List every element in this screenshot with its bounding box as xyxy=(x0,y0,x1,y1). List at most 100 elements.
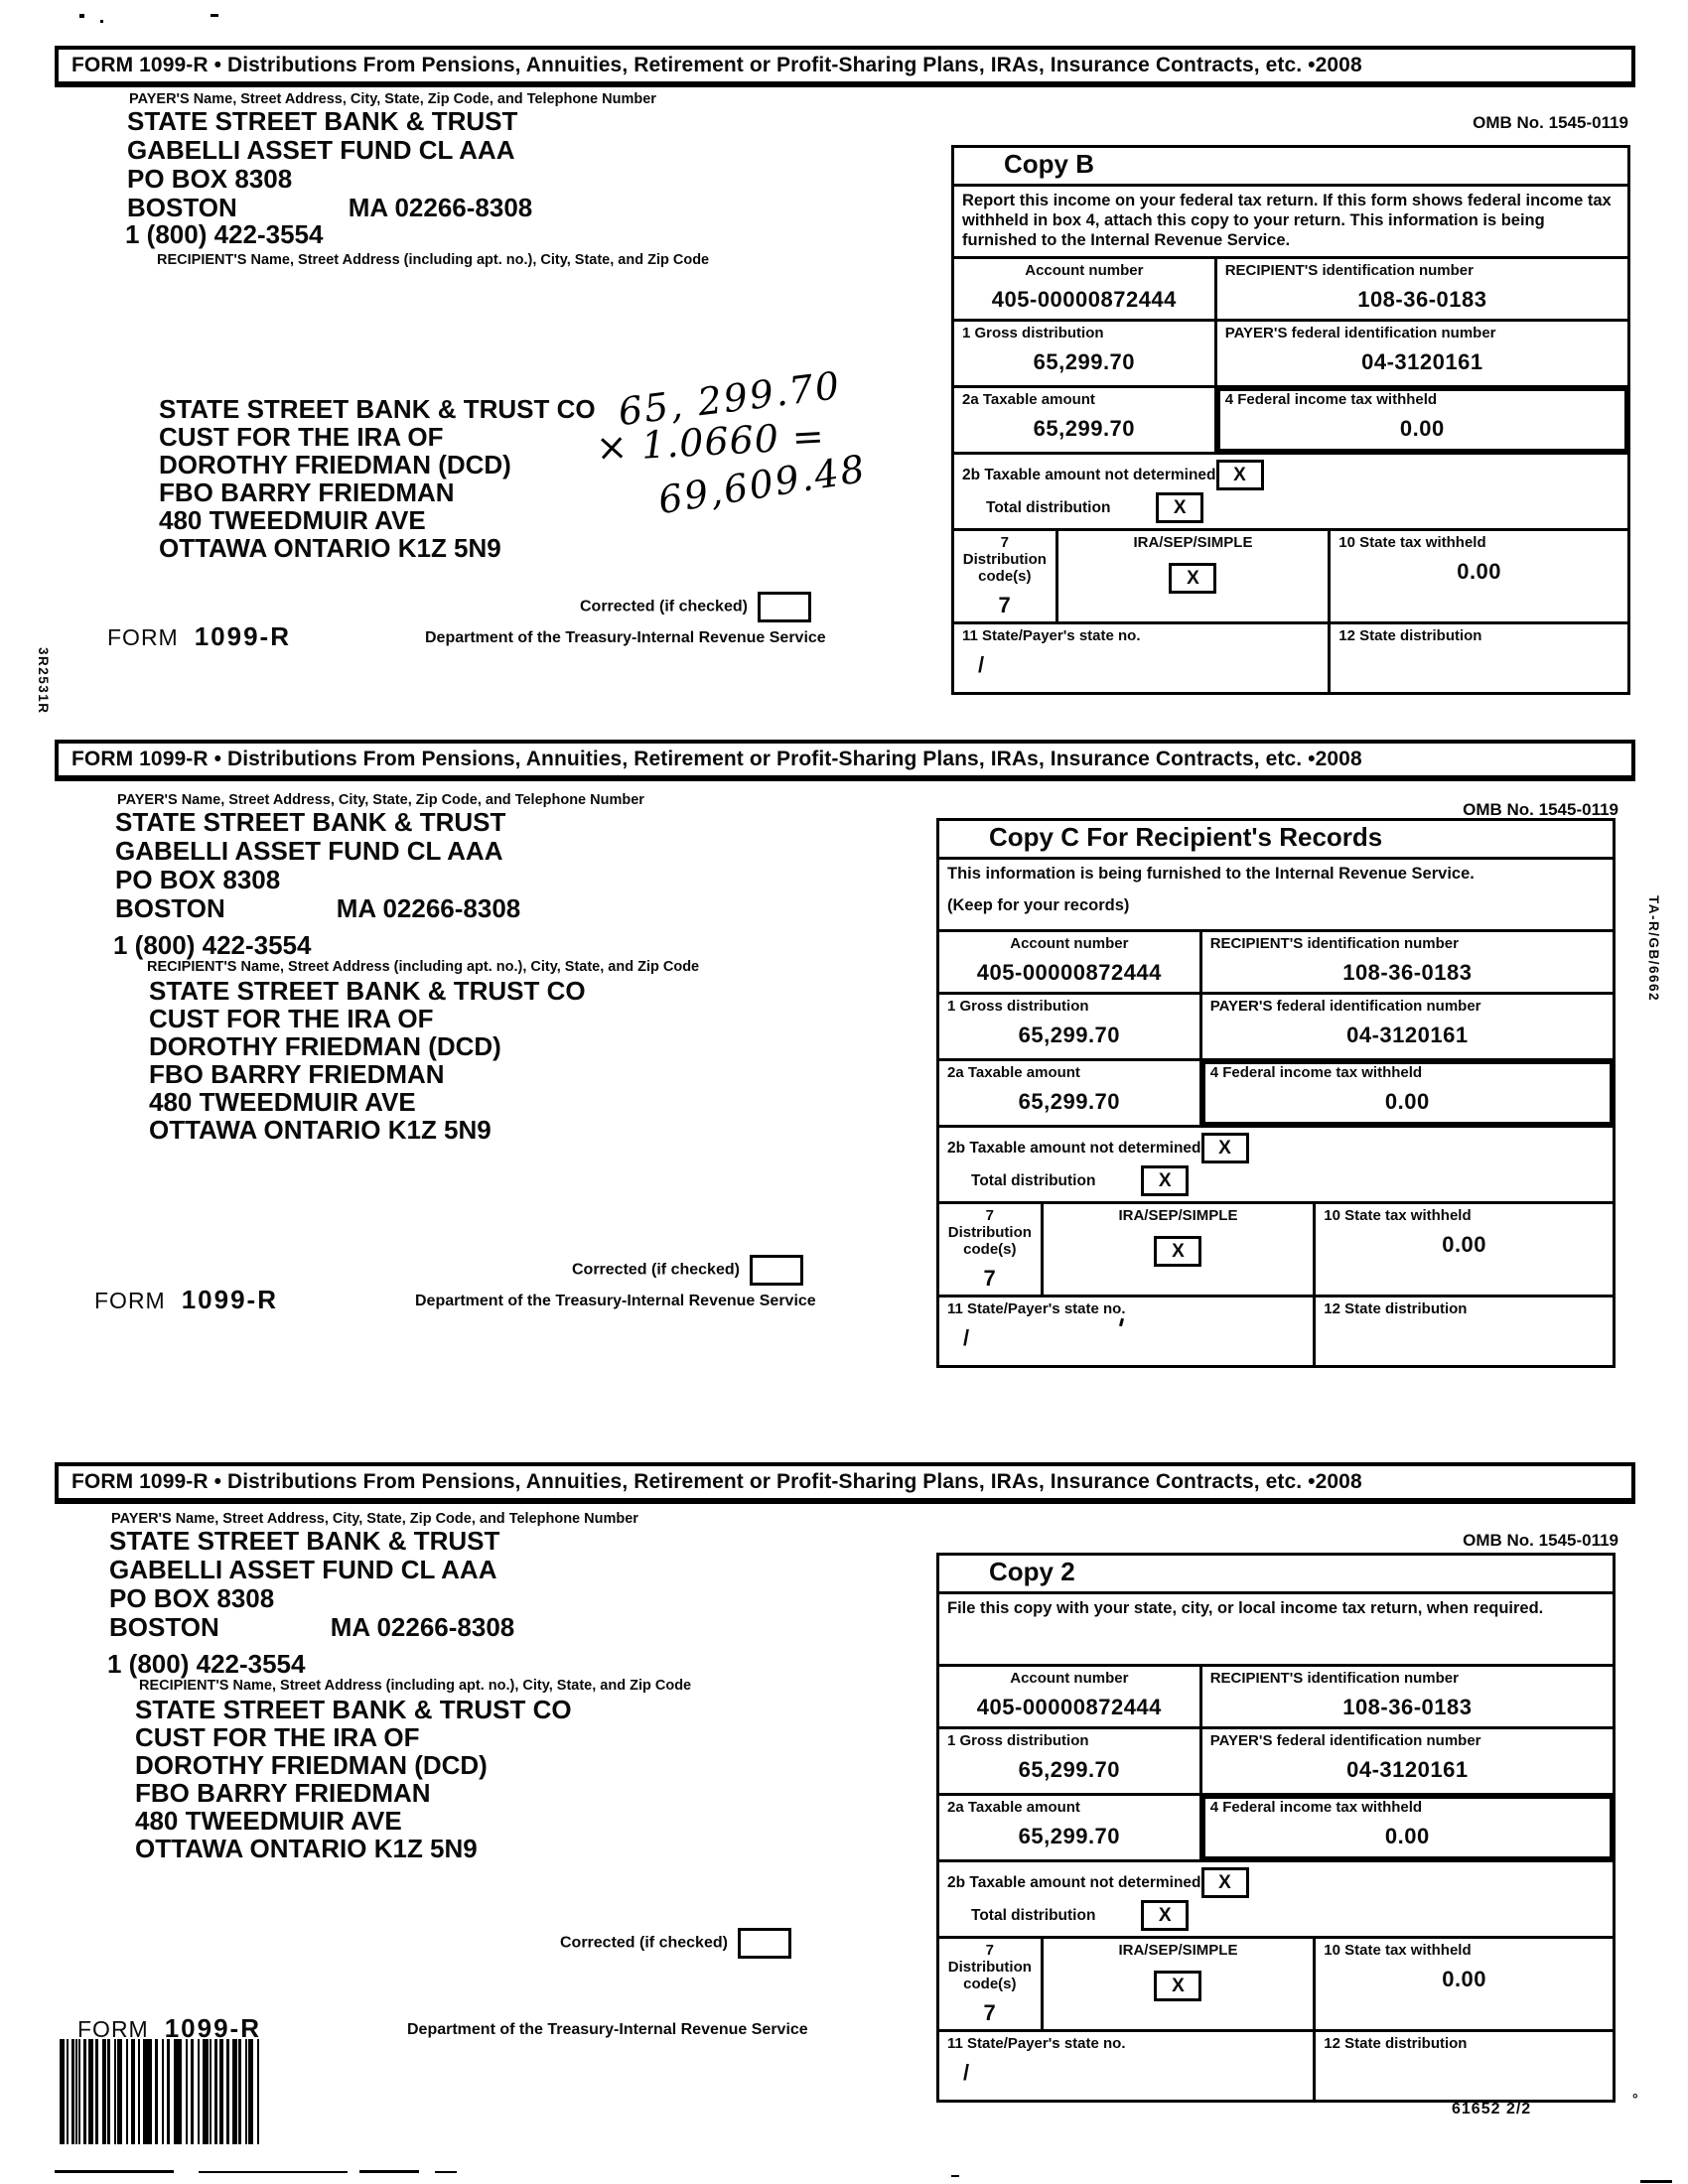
ira-sep-simple-label: IRA/SEP/SIMPLE xyxy=(1118,1207,1238,1224)
recipient-address-block: STATE STREET BANK & TRUST CO CUST FOR TH… xyxy=(149,977,586,1144)
taxable-amount-value: 65,299.70 xyxy=(1033,416,1136,441)
account-number-cell: Account number 405-00000872444 xyxy=(939,932,1199,992)
state-payer-no-label: 11 State/Payer's state no. xyxy=(962,627,1141,644)
payer-fid-label: PAYER'S federal identification number xyxy=(1209,1732,1481,1749)
table-row: 7 Distribution code(s) 7 IRA/SEP/SIMPLE X… xyxy=(939,1204,1613,1297)
federal-tax-withheld-value: 0.00 xyxy=(1399,416,1445,441)
state-tax-withheld-label: 10 State tax withheld xyxy=(1338,534,1486,551)
department-line: Department of the Treasury-Internal Reve… xyxy=(407,2021,808,2038)
ira-sep-simple-cell: IRA/SEP/SIMPLE X xyxy=(1055,531,1329,621)
distribution-code-cell: 7 Distribution code(s) 7 xyxy=(939,1204,1041,1295)
copy-title: Copy 2 xyxy=(939,1556,1613,1594)
not-determined-checkbox: X xyxy=(1215,460,1264,490)
payer-city-line: BOSTON MA 02266-8308 xyxy=(115,894,520,923)
form-header-title: FORM 1099-R • Distributions From Pension… xyxy=(71,1470,1362,1493)
table-row: 11 State/Payer's state no. / 12 State di… xyxy=(939,2032,1613,2100)
payer-city: BOSTON xyxy=(127,193,237,222)
taxable-amount-label: 2a Taxable amount xyxy=(962,391,1095,408)
table-row: 7 Distribution code(s) 7 IRA/SEP/SIMPLE X… xyxy=(939,1939,1613,2032)
account-number-label: Account number xyxy=(1010,935,1129,952)
corrected-checkbox xyxy=(757,592,811,622)
form-number: 1099-R xyxy=(181,1285,278,1314)
table-row: 2b Taxable amount not determined X Total … xyxy=(939,1128,1613,1204)
payer-fid-cell: PAYER'S federal identification number 04… xyxy=(1198,1729,1613,1793)
state-distribution-cell: 12 State distribution xyxy=(1313,2032,1613,2100)
form-header-title: FORM 1099-R • Distributions From Pension… xyxy=(71,54,1362,76)
state-payer-no-cell: 11 State/Payer's state no. / xyxy=(939,1297,1313,1365)
ira-sep-simple-label: IRA/SEP/SIMPLE xyxy=(1118,1942,1238,1959)
gross-distribution-value: 65,299.70 xyxy=(1033,349,1136,374)
form-header-title: FORM 1099-R • Distributions From Pension… xyxy=(71,748,1362,770)
scan-artifact xyxy=(211,14,218,17)
corrected-label: Corrected (if checked) xyxy=(560,1934,728,1952)
total-distribution-label: Total distribution xyxy=(971,1172,1096,1189)
table-row: Account number 405-00000872444 RECIPIENT… xyxy=(954,259,1627,322)
payer-city: BOSTON xyxy=(115,893,225,923)
payer-section-label: PAYER'S Name, Street Address, City, Stat… xyxy=(129,91,656,107)
recipient-line: DOROTHY FRIEDMAN (DCD) xyxy=(159,450,511,479)
form-number: 1099-R xyxy=(194,621,291,651)
not-determined-checkbox: X xyxy=(1200,1867,1249,1898)
gross-distribution-label: 1 Gross distribution xyxy=(962,325,1104,341)
recipient-id-value: 108-36-0183 xyxy=(1342,1695,1473,1719)
payer-address-block: STATE STREET BANK & TRUST GABELLI ASSET … xyxy=(127,107,532,222)
corrected-checkbox xyxy=(737,1928,791,1959)
corrected-label: Corrected (if checked) xyxy=(580,598,748,615)
ira-sep-simple-checkbox: X xyxy=(1169,563,1217,594)
payer-phone: 1 (800) 422-3554 xyxy=(107,1649,306,1679)
state-tax-withheld-cell: 10 State tax withheld 0.00 xyxy=(1328,531,1627,621)
taxable-not-determined-cell: 2b Taxable amount not determined X Total … xyxy=(939,1862,1249,1936)
recipient-line: FBO BARRY FRIEDMAN xyxy=(135,1778,431,1808)
recipient-id-label: RECIPIENT'S identification number xyxy=(1209,935,1459,952)
copy-instructions: File this copy with your state, city, or… xyxy=(939,1594,1613,1667)
state-distribution-label: 12 State distribution xyxy=(1324,1300,1468,1317)
table-row: Account number 405-00000872444 RECIPIENT… xyxy=(939,1667,1613,1729)
department-line: Department of the Treasury-Internal Reve… xyxy=(425,629,826,646)
total-distribution-checkbox: X xyxy=(1141,1165,1190,1196)
recipient-line: 480 TWEEDMUIR AVE xyxy=(135,1806,402,1836)
federal-tax-withheld-cell: 4 Federal income tax withheld 0.00 xyxy=(1198,1061,1613,1125)
distribution-code-value: 7 xyxy=(983,1266,997,1291)
recipient-id-cell: RECIPIENT'S identification number 108-36… xyxy=(1198,932,1613,992)
scan-artifact xyxy=(55,2170,174,2173)
not-determined-label: 2b Taxable amount not determined xyxy=(962,467,1216,483)
state-tax-withheld-cell: 10 State tax withheld 0.00 xyxy=(1313,1939,1613,2029)
table-row: 1 Gross distribution 65,299.70 PAYER'S f… xyxy=(939,995,1613,1061)
distribution-code-cell: 7 Distribution code(s) 7 xyxy=(954,531,1055,621)
table-row: 2a Taxable amount 65,299.70 4 Federal in… xyxy=(954,388,1627,455)
scan-artifact xyxy=(79,14,84,18)
payer-line3: PO BOX 8308 xyxy=(109,1583,275,1613)
gross-distribution-value: 65,299.70 xyxy=(1018,1023,1121,1047)
state-tax-withheld-cell: 10 State tax withheld 0.00 xyxy=(1313,1204,1613,1295)
recipient-line: 480 TWEEDMUIR AVE xyxy=(159,505,426,535)
state-tax-withheld-value: 0.00 xyxy=(1457,559,1502,584)
payer-line2: GABELLI ASSET FUND CL AAA xyxy=(109,1555,497,1584)
taxable-not-determined-cell: 2b Taxable amount not determined X Total … xyxy=(954,455,1264,528)
account-number-label: Account number xyxy=(1010,1670,1129,1687)
print-code-left: 3R2531R xyxy=(36,647,51,715)
table-row: 2b Taxable amount not determined X Total … xyxy=(954,455,1627,531)
not-determined-label: 2b Taxable amount not determined xyxy=(947,1140,1201,1157)
gross-distribution-cell: 1 Gross distribution 65,299.70 xyxy=(954,322,1214,385)
federal-tax-withheld-value: 0.00 xyxy=(1384,1089,1430,1114)
form-footer-name: FORM 1099-R xyxy=(94,1285,278,1315)
taxable-amount-cell: 2a Taxable amount 65,299.70 xyxy=(954,388,1214,452)
payer-phone: 1 (800) 422-3554 xyxy=(125,219,324,249)
recipient-line: OTTAWA ONTARIO K1Z 5N9 xyxy=(149,1115,492,1145)
payer-phone: 1 (800) 422-3554 xyxy=(113,930,312,960)
omb-number: OMB No. 1545-0119 xyxy=(1473,113,1628,132)
payer-line3: PO BOX 8308 xyxy=(115,865,281,894)
ira-sep-simple-cell: IRA/SEP/SIMPLE X xyxy=(1040,1939,1314,2029)
taxable-amount-cell: 2a Taxable amount 65,299.70 xyxy=(939,1061,1199,1125)
scan-artifact xyxy=(435,2171,457,2173)
payer-fid-label: PAYER'S federal identification number xyxy=(1224,325,1496,341)
recipient-line: FBO BARRY FRIEDMAN xyxy=(149,1059,445,1089)
total-distribution-label: Total distribution xyxy=(986,499,1111,516)
payer-city-line: BOSTON MA 02266-8308 xyxy=(109,1613,514,1642)
omb-number: OMB No. 1545-0119 xyxy=(1463,1531,1618,1550)
scan-artifact xyxy=(951,2175,959,2177)
account-number-label: Account number xyxy=(1025,262,1144,279)
corrected-row: Corrected (if checked) xyxy=(580,592,811,622)
copy-title: Copy C For Recipient's Records xyxy=(939,821,1613,860)
federal-tax-withheld-cell: 4 Federal income tax withheld 0.00 xyxy=(1198,1796,1613,1859)
